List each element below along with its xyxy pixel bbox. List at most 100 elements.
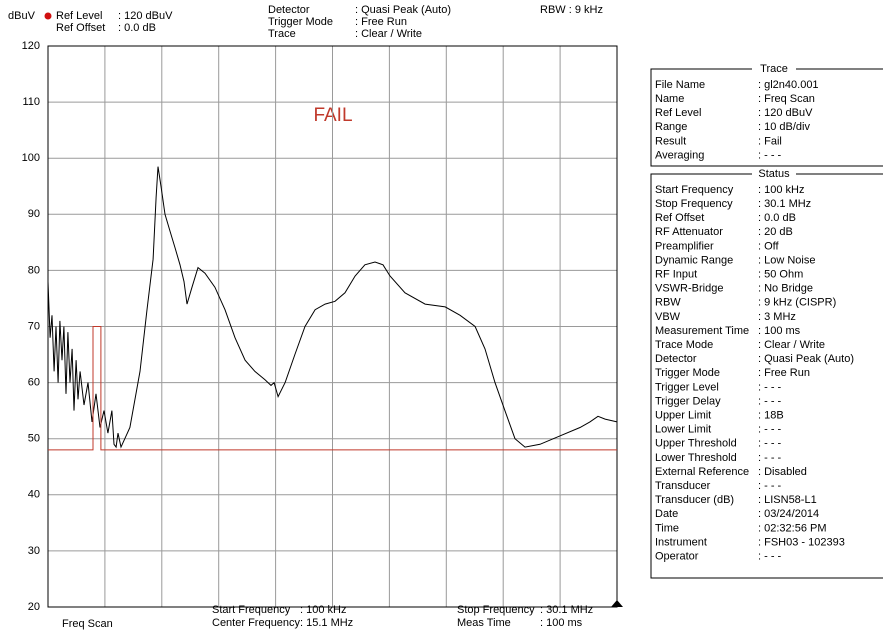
y-tick-label: 80: [28, 264, 40, 276]
ref-marker: [44, 12, 52, 20]
row-label: Stop Frequency: [457, 604, 535, 616]
row-label: VBW: [655, 311, 681, 323]
y-tick-label: 90: [28, 208, 40, 220]
y-tick-label: 70: [28, 320, 40, 332]
row-value: : FSH03 - 102393: [758, 536, 845, 548]
panel-title: Trace: [760, 63, 788, 75]
row-value: : LISN58-L1: [758, 494, 817, 506]
row-label: Trigger Mode: [655, 367, 720, 379]
row-value: : Low Noise: [758, 254, 815, 266]
row-label: Measurement Time: [655, 325, 749, 337]
row-label: RBW: [655, 297, 681, 309]
row-label: Ref Level: [56, 10, 102, 22]
y-tick-label: 50: [28, 433, 40, 445]
row-value: : - - -: [758, 452, 782, 464]
row-label: Lower Limit: [655, 424, 711, 436]
row-label: Trace Mode: [655, 339, 713, 351]
row-value: : 03/24/2014: [758, 508, 819, 520]
y-tick-label: 100: [22, 152, 40, 164]
row-label: Trigger Delay: [655, 395, 721, 407]
row-label: Upper Limit: [655, 410, 711, 422]
row-label: Result: [655, 135, 686, 147]
row-value: : Clear / Write: [758, 339, 825, 351]
row-value: : Quasi Peak (Auto): [355, 4, 451, 16]
row-label: Date: [655, 508, 678, 520]
panel-title-bg: [752, 168, 796, 180]
row-label: External Reference: [655, 466, 749, 478]
row-value: : 100 ms: [540, 617, 583, 629]
row-value: : Disabled: [758, 466, 807, 478]
row-value: : 30.1 MHz: [540, 604, 593, 616]
row-value: : gl2n40.001: [758, 79, 819, 91]
row-label: Dynamic Range: [655, 254, 733, 266]
y-tick-label: 30: [28, 545, 40, 557]
unit-label: dBuV: [8, 10, 36, 22]
panel-title-bg: [752, 63, 796, 75]
row-value: : 18B: [758, 410, 784, 422]
row-label: File Name: [655, 79, 705, 91]
row-value: : 20 dB: [758, 226, 793, 238]
row-value: : 10 dB/div: [758, 121, 810, 133]
row-value: : 9 kHz (CISPR): [758, 297, 836, 309]
row-label: Start Frequency: [212, 604, 291, 616]
trace-line: [47, 166, 618, 449]
row-label: Range: [655, 121, 687, 133]
row-label: Upper Threshold: [655, 438, 737, 450]
row-value: : 120 dBuV: [758, 107, 813, 119]
row-value: : - - -: [758, 480, 782, 492]
row-value: : Clear / Write: [355, 28, 422, 40]
row-value: : 50 Ohm: [758, 269, 803, 281]
y-tick-label: 110: [22, 96, 40, 108]
row-label: Transducer: [655, 480, 711, 492]
footer-mode: Freq Scan: [62, 618, 113, 630]
row-value: : No Bridge: [758, 283, 813, 295]
row-label: Ref Offset: [56, 22, 105, 34]
row-label: Averaging: [655, 149, 704, 161]
row-label: Lower Threshold: [655, 452, 737, 464]
row-label: Center Frequency: [212, 617, 301, 629]
panel-title: Status: [758, 168, 790, 180]
y-tick-label: 60: [28, 377, 40, 389]
row-label: Trace: [268, 28, 296, 40]
row-label: Ref Offset: [655, 212, 704, 224]
row-value: : - - -: [758, 551, 782, 563]
row-label: Detector: [655, 353, 697, 365]
row-value: : 120 dBuV: [118, 10, 173, 22]
row-value: : 15.1 MHz: [300, 617, 353, 629]
row-value: : - - -: [758, 438, 782, 450]
row-value: : Quasi Peak (Auto): [758, 353, 854, 365]
row-value: : - - -: [758, 424, 782, 436]
row-label: Start Frequency: [655, 184, 734, 196]
row-value: : 100 ms: [758, 325, 801, 337]
row-label: Name: [655, 93, 684, 105]
rbw-label: RBW : 9 kHz: [540, 4, 603, 16]
row-label: RF Input: [655, 269, 697, 281]
row-label: VSWR-Bridge: [655, 283, 723, 295]
row-label: Stop Frequency: [655, 198, 733, 210]
row-label: Ref Level: [655, 107, 701, 119]
y-tick-label: 120: [22, 40, 40, 52]
row-value: : 3 MHz: [758, 311, 796, 323]
row-value: : 100 kHz: [758, 184, 804, 196]
row-label: Operator: [655, 551, 699, 563]
row-value: : Free Run: [355, 16, 407, 28]
y-tick-label: 40: [28, 489, 40, 501]
row-label: Meas Time: [457, 617, 511, 629]
row-label: Trigger Level: [655, 381, 719, 393]
row-label: Preamplifier: [655, 240, 714, 252]
row-label: Trigger Mode: [268, 16, 333, 28]
row-value: : - - -: [758, 395, 782, 407]
trace-line: [48, 326, 617, 451]
row-label: Instrument: [655, 536, 707, 548]
row-label: RF Attenuator: [655, 226, 723, 238]
row-value: : 0.0 dB: [118, 22, 156, 34]
row-label: Time: [655, 522, 679, 534]
plot-frame: [47, 45, 618, 608]
row-value: : 100 kHz: [300, 604, 346, 616]
row-value: : Free Run: [758, 367, 810, 379]
row-value: : - - -: [758, 149, 782, 161]
row-value: : Fail: [758, 135, 782, 147]
row-value: : Freq Scan: [758, 93, 815, 105]
